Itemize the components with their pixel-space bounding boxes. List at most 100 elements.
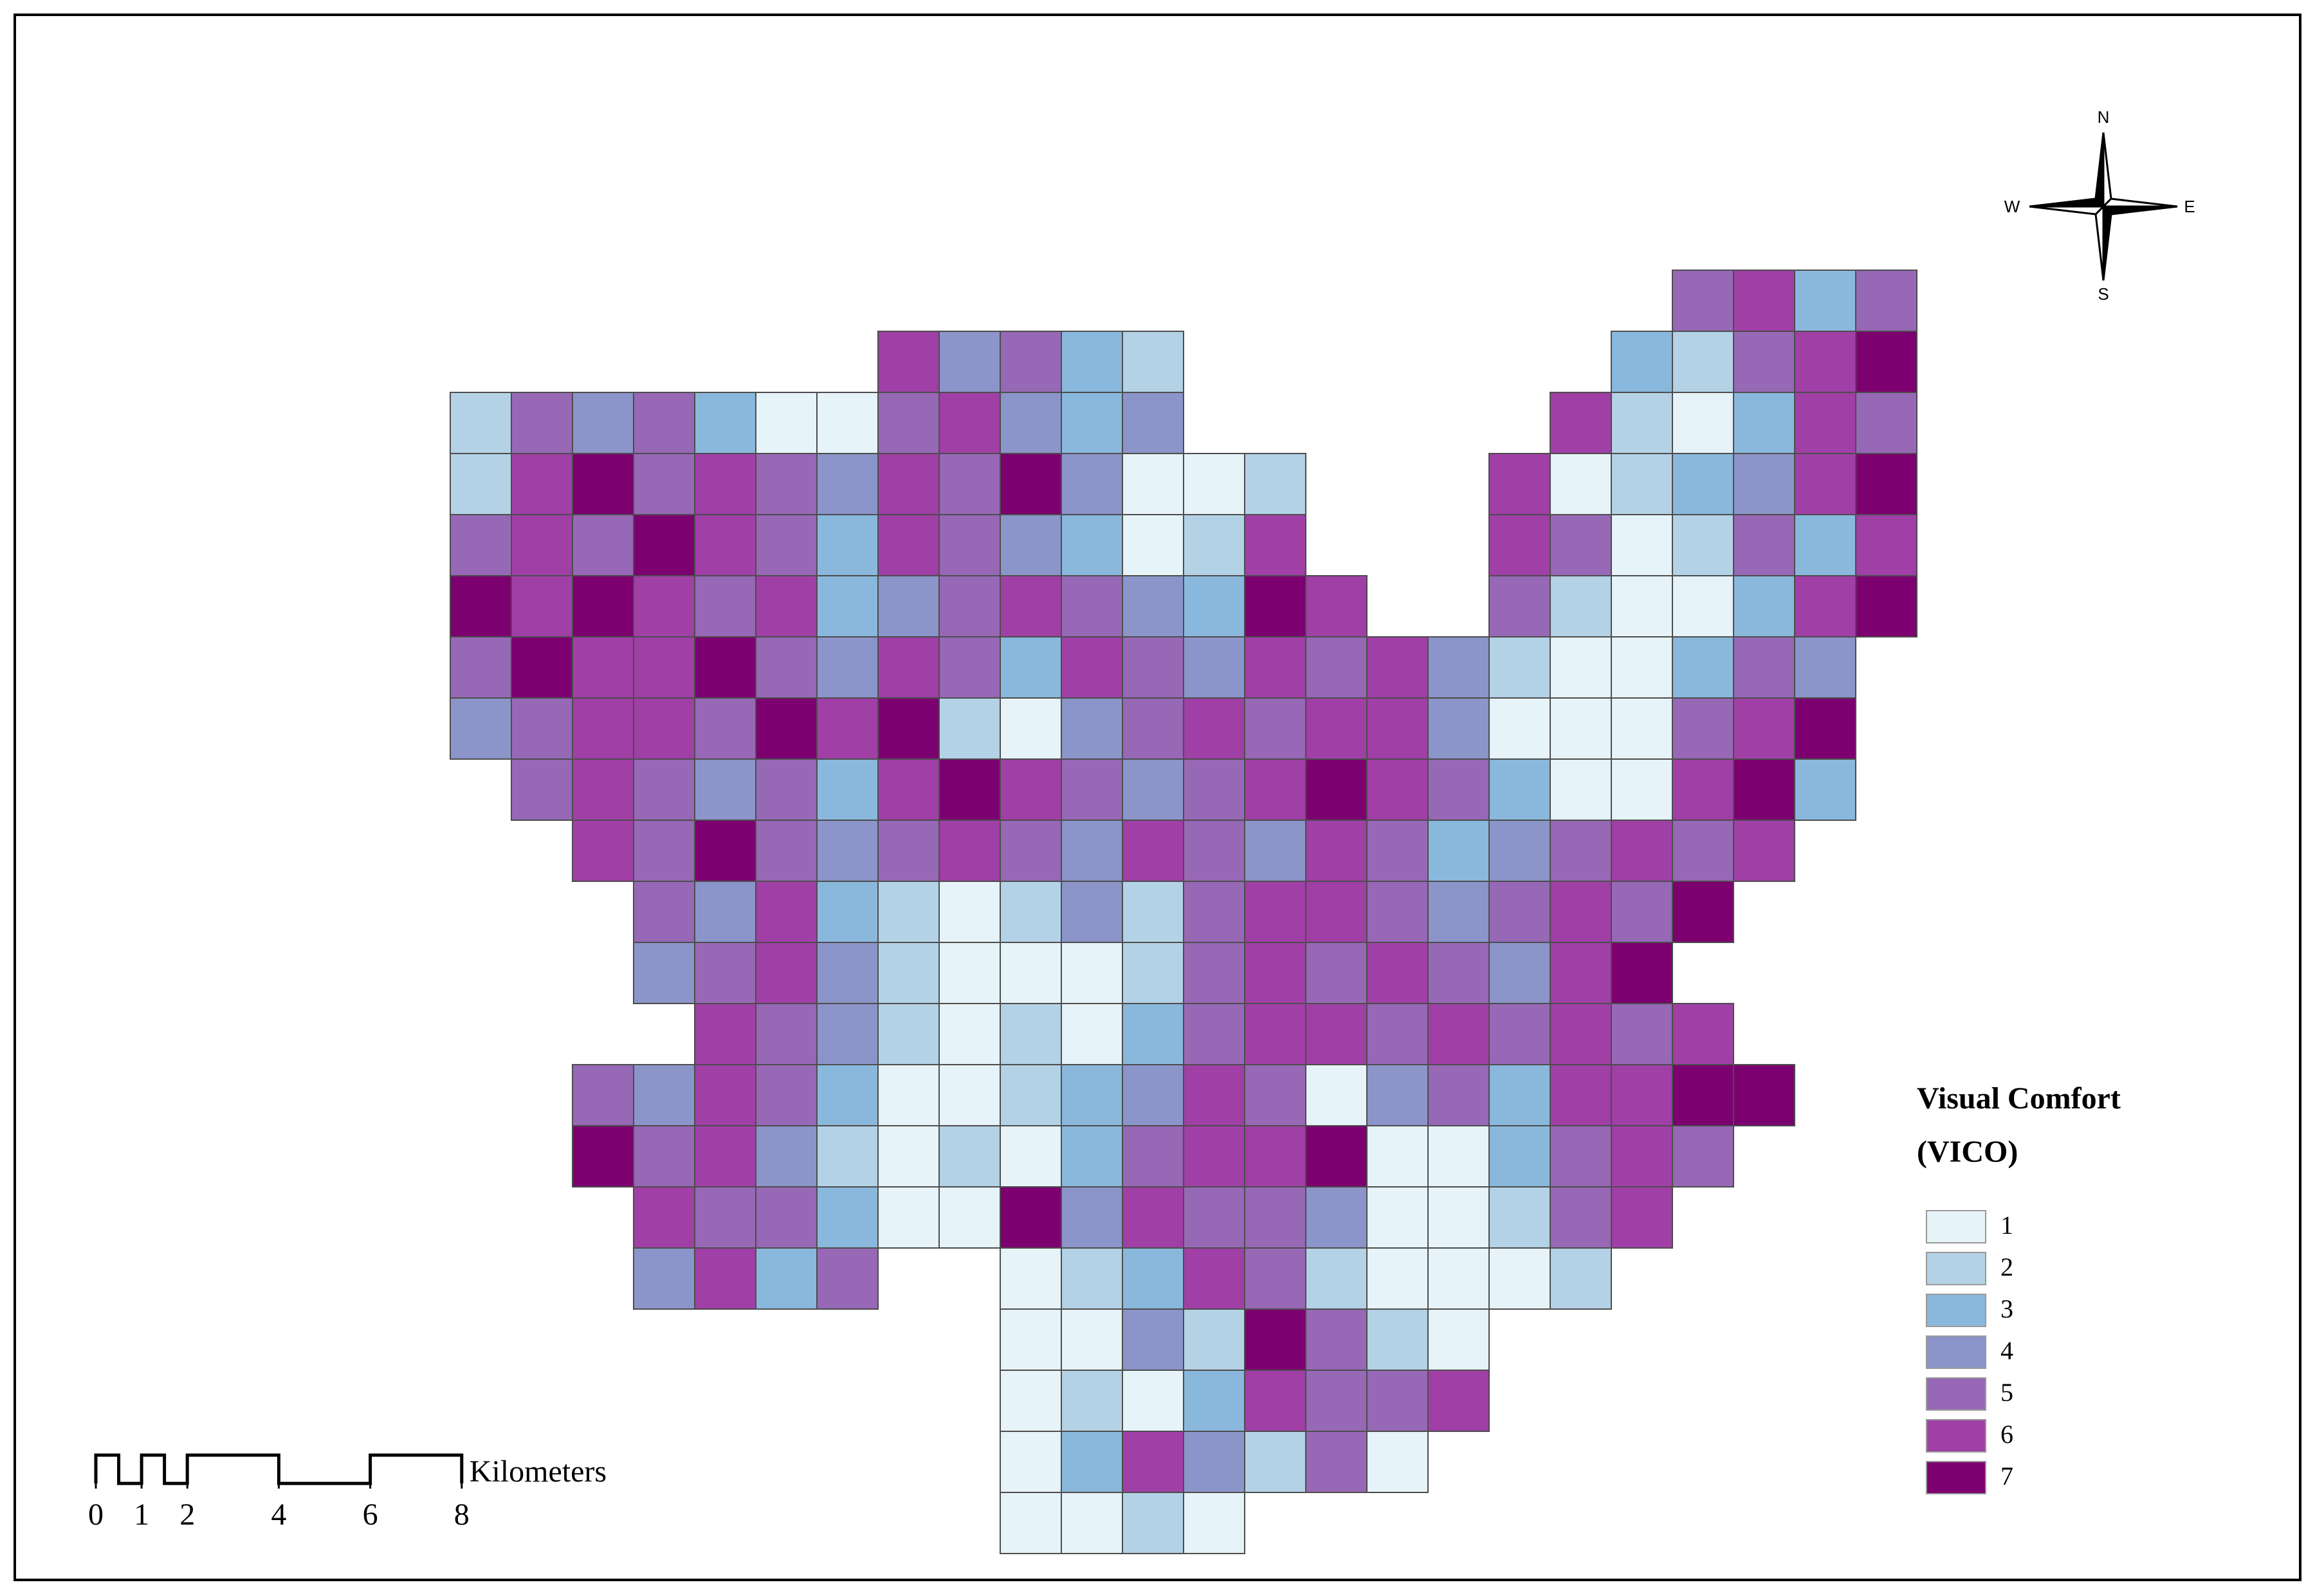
grid-cell [633, 1064, 695, 1126]
compass-s: S [2098, 284, 2109, 304]
grid-cell [450, 392, 512, 454]
grid-cell [877, 1064, 940, 1126]
grid-cell [1366, 820, 1429, 882]
scale-tick-label: 6 [363, 1498, 378, 1532]
grid-cell [511, 514, 573, 576]
grid-cell [1427, 820, 1490, 882]
grid-cell [1855, 331, 1917, 393]
grid-cell [877, 575, 940, 637]
grid-cell [1855, 514, 1917, 576]
grid-cell [1305, 1370, 1368, 1432]
grid-cell [1061, 1064, 1123, 1126]
grid-cell [633, 1125, 695, 1188]
grid-cell [694, 942, 756, 1004]
grid-cell [1183, 1125, 1245, 1188]
grid-cell [694, 1247, 756, 1310]
grid-cell [1672, 270, 1734, 332]
scale-tick-label: 2 [179, 1498, 195, 1532]
grid-cell [1061, 758, 1123, 821]
grid-cell [1000, 697, 1062, 760]
grid-cell [1611, 1125, 1673, 1188]
grid-cell [938, 514, 1001, 576]
grid-cell [1061, 942, 1123, 1004]
grid-cell [1488, 636, 1551, 699]
grid-cell [755, 1186, 818, 1249]
grid-cell [1611, 331, 1673, 393]
north-arrow: N S W E [2004, 107, 2195, 304]
grid-cell [816, 942, 879, 1004]
grid-cell [572, 758, 634, 821]
grid-cell [877, 331, 940, 393]
grid-cell [1183, 453, 1245, 515]
legend-swatch [1926, 1210, 1986, 1243]
grid-cell [1427, 881, 1490, 943]
grid-cell [877, 1125, 940, 1188]
grid-cell [938, 820, 1001, 882]
grid-cell [1488, 1247, 1551, 1310]
grid-cell [1794, 758, 1856, 821]
grid-cells [450, 270, 1917, 1554]
grid-cell [1550, 1247, 1612, 1310]
grid-cell [1550, 392, 1612, 454]
grid-cell [1183, 1247, 1245, 1310]
grid-cell [1183, 881, 1245, 943]
grid-cell [1427, 942, 1490, 1004]
grid-cell [572, 392, 634, 454]
grid-cell [1244, 1370, 1306, 1432]
grid-cell [1183, 575, 1245, 637]
grid-cell [1122, 453, 1184, 515]
legend-title: Visual Comfort [1917, 1081, 2121, 1115]
compass-e: E [2184, 197, 2195, 216]
grid-cell [1488, 514, 1551, 576]
grid-cell [1122, 1186, 1184, 1249]
grid-cell [1611, 392, 1673, 454]
grid-cell [1061, 1431, 1123, 1493]
grid-cell [1611, 881, 1673, 943]
grid-cell [511, 392, 573, 454]
grid-cell [1061, 697, 1123, 760]
grid-cell [1366, 758, 1429, 821]
grid-cell [1244, 1308, 1306, 1371]
grid-cell [572, 820, 634, 882]
grid-cell [816, 1186, 879, 1249]
grid-cell [1305, 575, 1368, 637]
grid-cell [877, 514, 940, 576]
grid-cell [1122, 758, 1184, 821]
grid-cell [1061, 392, 1123, 454]
grid-cell [1672, 636, 1734, 699]
grid-cell [694, 392, 756, 454]
grid-cell [877, 453, 940, 515]
grid-cell [755, 942, 818, 1004]
grid-cell [877, 820, 940, 882]
grid-cell [1733, 636, 1795, 699]
grid-cell [877, 1003, 940, 1065]
grid-cell [1611, 1003, 1673, 1065]
grid-cell [1244, 820, 1306, 882]
grid-cell [1061, 575, 1123, 637]
grid-cell [1000, 514, 1062, 576]
grid-cell [450, 636, 512, 699]
grid-cell [572, 636, 634, 699]
grid-cell [1000, 1431, 1062, 1493]
grid-cell [1000, 942, 1062, 1004]
grid-cell [633, 697, 695, 760]
grid-cell [1000, 1064, 1062, 1126]
grid-cell [1794, 270, 1856, 332]
grid-cell [1611, 1186, 1673, 1249]
grid-cell [1122, 636, 1184, 699]
grid-cell [1488, 1186, 1551, 1249]
grid-cell [1427, 1308, 1490, 1371]
grid-cell [1305, 1247, 1368, 1310]
grid-cell [1550, 1125, 1612, 1188]
grid-cell [694, 1125, 756, 1188]
grid-cell [633, 942, 695, 1004]
grid-cell [1122, 881, 1184, 943]
grid-cell [1611, 575, 1673, 637]
grid-cell [1672, 1125, 1734, 1188]
grid-cell [1488, 1125, 1551, 1188]
compass-w: W [2004, 197, 2020, 216]
grid-cell [1183, 1186, 1245, 1249]
grid-cell [1244, 636, 1306, 699]
grid-cell [1305, 1186, 1368, 1249]
grid-cell [1000, 1492, 1062, 1554]
